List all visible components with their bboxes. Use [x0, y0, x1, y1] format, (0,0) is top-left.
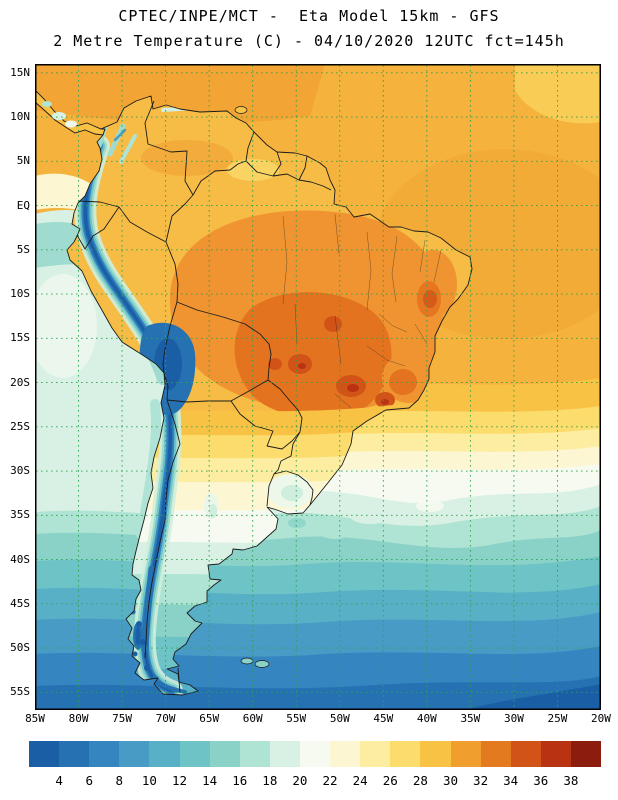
lon-label: 80W — [68, 712, 89, 725]
lon-label: 50W — [329, 712, 350, 725]
colorbar-swatch — [239, 741, 270, 767]
lat-label: EQ — [16, 198, 30, 212]
lon-label: 85W — [25, 712, 45, 725]
lat-label: 10S — [10, 287, 30, 301]
lat-label: 30S — [10, 464, 30, 478]
lon-label: 20W — [591, 712, 611, 725]
colorbar-swatch — [360, 741, 391, 767]
lon-label: 30W — [503, 712, 524, 725]
lon-label: 35W — [460, 712, 481, 725]
lon-label: 65W — [199, 712, 220, 725]
colorbar-tick-label: 38 — [563, 773, 579, 788]
lat-label: 15S — [10, 331, 30, 345]
map-title-line2: 2 Metre Temperature (C) - 04/10/2020 12U… — [53, 32, 565, 50]
colorbar-tick-label: 8 — [115, 773, 124, 788]
colorbar-tick-label: 14 — [202, 773, 218, 788]
colorbar-tick-label: 10 — [141, 773, 157, 788]
lat-label: 45S — [10, 596, 30, 610]
colorbar: 4 6 8 10 12 14 16 18 20 22 24 26 28 30 32 34 36 38 — [29, 741, 602, 793]
colorbar-swatch — [510, 741, 541, 767]
lat-axis: 15N 10N 5N EQ 5S 10S 15S 20S 25S 30S 35S 40S 45S 50S 5… — [0, 64, 33, 710]
lon-axis: 85W 80W 75W 70W 65W 60W 55W 50W 45W 40W 35W 30W 25W 2… — [25, 712, 611, 727]
colorbar-swatch — [420, 741, 451, 767]
lon-label: 55W — [286, 712, 307, 725]
colorbar-swatch — [269, 741, 300, 767]
colorbar-tick-label: 16 — [232, 773, 248, 788]
colorbar-swatch — [209, 741, 240, 767]
colorbar-swatch — [89, 741, 120, 767]
colorbar-swatches — [29, 741, 602, 767]
colorbar-tick-label: 6 — [85, 773, 93, 788]
lon-label: 60W — [242, 712, 263, 725]
colorbar-swatch — [59, 741, 90, 767]
lat-label: 20S — [10, 375, 30, 389]
colorbar-tick-label: 34 — [503, 773, 519, 788]
lat-label: 15N — [10, 65, 30, 79]
colorbar-swatch — [330, 741, 361, 767]
map-canvas — [35, 64, 601, 710]
lat-label: 35S — [10, 508, 30, 522]
map-frame-border — [35, 64, 601, 710]
colorbar-tick-label: 28 — [412, 773, 428, 788]
colorbar-tick-label: 36 — [533, 773, 549, 788]
lon-label: 45W — [373, 712, 394, 725]
colorbar-tick-label: 32 — [473, 773, 489, 788]
colorbar-swatch — [29, 741, 60, 767]
lat-label: 40S — [10, 552, 30, 566]
colorbar-tick-label: 22 — [322, 773, 338, 788]
falkland-east-island — [254, 660, 270, 668]
grid-lines — [36, 65, 600, 709]
colorbar-tick-label: 12 — [171, 773, 188, 788]
lon-label: 75W — [112, 712, 132, 725]
colorbar-swatch — [480, 741, 511, 767]
colorbar-swatch — [119, 741, 150, 767]
lon-label: 40W — [416, 712, 437, 725]
lat-label: 25S — [10, 419, 30, 433]
map-title-line1: CPTEC/INPE/MCT - Eta Model 15km - GFS — [118, 7, 500, 25]
lat-label: 55S — [10, 685, 30, 699]
colorbar-swatch — [450, 741, 481, 767]
colorbar-swatch — [149, 741, 180, 767]
lat-label: 50S — [10, 641, 30, 655]
colorbar-tick-label: 4 — [55, 773, 63, 788]
lon-label: 70W — [155, 712, 176, 725]
lat-label: 5S — [16, 242, 30, 256]
colorbar-tick-label: 20 — [292, 773, 308, 788]
colorbar-swatch — [570, 741, 602, 767]
colorbar-tick-label: 18 — [262, 773, 278, 788]
lat-label: 5N — [16, 154, 30, 168]
islands — [234, 106, 270, 668]
lat-label: 10N — [10, 110, 30, 124]
colorbar-swatch — [299, 741, 331, 767]
state-borders — [282, 213, 442, 409]
colorbar-swatch — [179, 741, 210, 767]
colorbar-tick-label: 30 — [442, 773, 458, 788]
colorbar-swatch — [390, 741, 421, 767]
colorbar-tick-label: 24 — [352, 773, 368, 788]
colorbar-tick-label: 26 — [382, 773, 398, 788]
falkland-west-island — [240, 657, 254, 665]
lon-label: 25W — [547, 712, 568, 725]
trinidad-island — [234, 106, 248, 114]
south-america-temperature-map — [35, 64, 601, 710]
colorbar-swatch — [540, 741, 571, 767]
